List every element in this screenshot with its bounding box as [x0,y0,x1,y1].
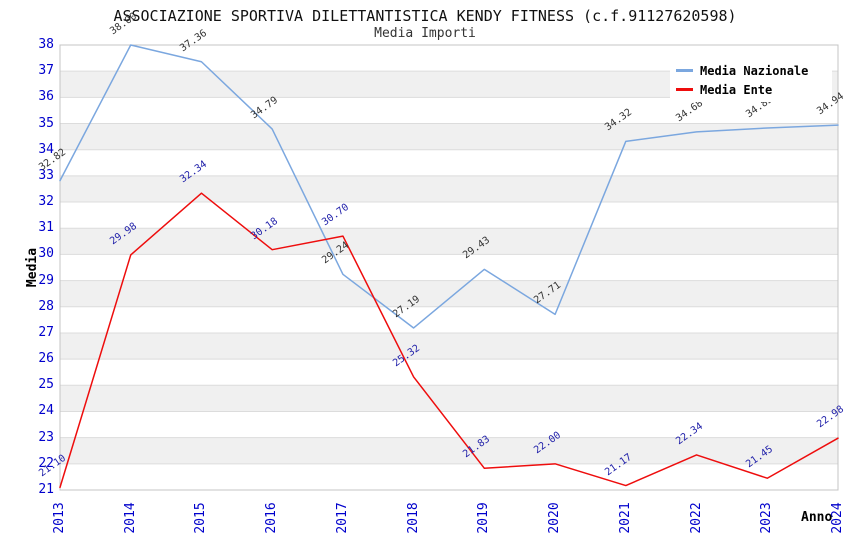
x-tick-label: 2014 [122,502,138,534]
legend-label: Media Nazionale [700,63,809,78]
x-tick-label: 2017 [334,502,350,534]
y-tick-label: 30 [38,246,54,262]
shaded-band [60,123,838,150]
y-tick-label: 28 [38,298,54,314]
legend-label: Media Ente [700,82,773,97]
y-tick-label: 26 [38,351,54,367]
legend: Media Nazionale Media Ente [670,52,832,102]
y-tick-label: 35 [38,115,54,131]
x-tick-label: 2013 [52,502,67,534]
chart-subtitle: Media Importi [374,26,476,41]
shaded-band [60,175,838,203]
legend-line-swatch-nazionale [676,69,693,72]
y-tick-label: 32 [38,194,54,210]
y-tick-label: 23 [38,429,54,445]
x-tick-label: 2020 [547,502,563,534]
y-tick-label: 21 [38,482,54,497]
y-tick-label: 24 [38,403,54,419]
y-tick-label: 34 [38,141,54,157]
y-tick-label: 29 [38,272,54,288]
y-tick-label: 37 [38,63,54,79]
x-tick-label: 2024 [830,502,845,534]
plot-border [59,44,839,491]
y-tick-label: 27 [38,324,54,340]
shaded-band [60,228,838,255]
y-tick-label: 25 [38,377,54,393]
y-tick-label: 31 [38,220,54,236]
x-tick-label: 2015 [193,502,209,534]
shaded-band [60,385,838,412]
y-tick-label: 38 [38,37,54,52]
y-tick-label: 22 [38,455,54,471]
x-tick-label: 2021 [617,502,633,534]
shaded-band [60,437,838,464]
y-tick-label: 33 [38,167,54,183]
series-line-ente [59,192,839,489]
y-axis-title: Media [25,247,41,288]
y-tick-label: 36 [38,89,54,105]
shaded-band [60,332,838,360]
legend-item-media-ente: Media Ente [676,80,832,99]
x-tick-label: 2019 [476,502,492,534]
x-tick-label: 2022 [688,502,704,534]
x-tick-label: 2023 [759,502,775,534]
legend-item-media-nazionale: Media Nazionale [676,61,832,80]
x-tick-label: 2018 [405,502,421,534]
chart-title: ASSOCIAZIONE SPORTIVA DILETTANTISTICA KE… [113,7,737,25]
x-tick-label: 2016 [264,502,280,534]
series-line-nazionale [59,44,839,329]
legend-line-swatch-ente [676,88,693,91]
shaded-band [60,280,838,307]
x-axis-title: Anno [801,510,833,525]
